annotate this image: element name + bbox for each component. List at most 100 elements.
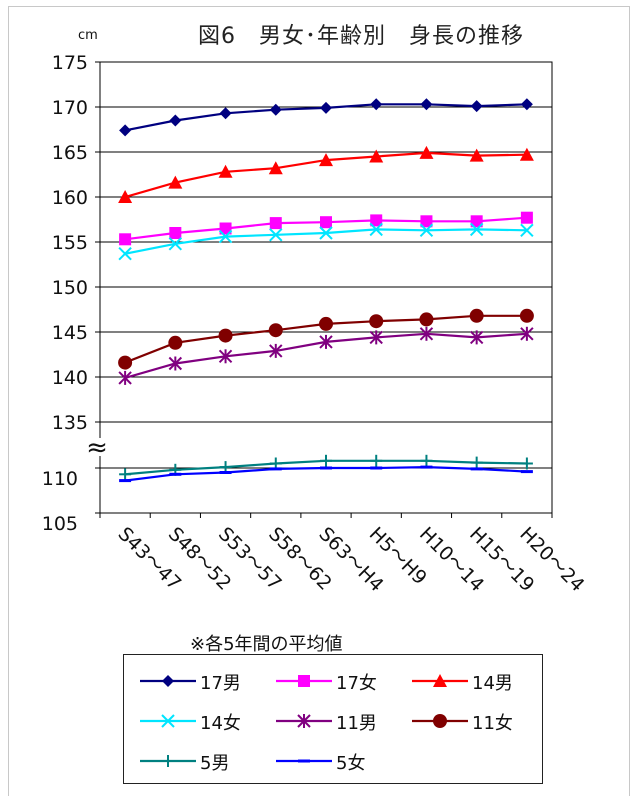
y-tick-label: 170 bbox=[52, 97, 88, 119]
legend-marker bbox=[161, 714, 175, 728]
data-point bbox=[219, 107, 232, 120]
data-point bbox=[218, 164, 233, 178]
data-point bbox=[469, 222, 484, 237]
axis-break-mask bbox=[86, 438, 108, 456]
legend-swatch bbox=[140, 714, 196, 728]
legend-label: 5男 bbox=[200, 753, 230, 774]
data-point bbox=[370, 214, 383, 227]
data-point bbox=[169, 227, 182, 239]
data-point bbox=[419, 223, 434, 238]
data-point bbox=[470, 100, 483, 113]
plot-area: 175170165160155150145140135110105≈S43～47… bbox=[42, 52, 589, 596]
legend-swatch bbox=[412, 674, 468, 687]
legend-marker bbox=[162, 755, 174, 767]
data-point bbox=[520, 457, 533, 470]
series-2 bbox=[119, 211, 533, 246]
data-point bbox=[519, 147, 534, 161]
data-point bbox=[320, 101, 332, 114]
data-point bbox=[219, 222, 232, 235]
data-point bbox=[319, 153, 333, 167]
data-point bbox=[269, 228, 283, 242]
data-point bbox=[369, 330, 383, 345]
data-point bbox=[319, 334, 333, 349]
data-point bbox=[119, 233, 132, 246]
data-point bbox=[470, 215, 483, 228]
legend-marker bbox=[297, 714, 311, 728]
data-point bbox=[420, 215, 433, 228]
series-7 bbox=[119, 454, 533, 481]
data-point bbox=[168, 175, 183, 189]
data-point bbox=[520, 211, 533, 224]
axis-break-symbol: ≈ bbox=[86, 433, 108, 463]
series-1 bbox=[119, 98, 533, 137]
data-point bbox=[268, 323, 283, 338]
data-point bbox=[420, 98, 433, 111]
series-4 bbox=[118, 222, 534, 261]
data-point bbox=[169, 114, 182, 127]
data-point bbox=[168, 335, 183, 350]
y-tick-label: 135 bbox=[52, 412, 88, 434]
data-point bbox=[519, 308, 534, 323]
data-point bbox=[118, 355, 133, 370]
data-point bbox=[419, 326, 434, 341]
series-6 bbox=[118, 308, 534, 370]
data-point bbox=[168, 356, 183, 371]
data-point bbox=[419, 312, 434, 327]
legend-label: 14男 bbox=[472, 673, 513, 694]
data-point bbox=[218, 328, 233, 343]
legend-swatch bbox=[276, 675, 332, 687]
legend-swatch bbox=[140, 755, 196, 767]
data-point bbox=[419, 145, 434, 159]
y-unit-label: cm bbox=[78, 28, 98, 43]
legend: 17男 17女 14男 14女 11男 11女 5男 5女 bbox=[123, 654, 543, 784]
data-point bbox=[520, 223, 534, 238]
data-point bbox=[470, 456, 483, 469]
legend-label: 14女 bbox=[200, 713, 241, 734]
data-point bbox=[268, 161, 283, 175]
data-point bbox=[218, 229, 233, 244]
legend-label: 17女 bbox=[336, 673, 377, 694]
legend-label: 17男 bbox=[200, 673, 241, 694]
y-tick-label: 110 bbox=[42, 468, 78, 490]
data-point bbox=[218, 349, 233, 364]
data-point bbox=[118, 246, 132, 261]
chart-title: 図6 男女･年齢別 身長の推移 bbox=[198, 24, 524, 49]
data-point bbox=[520, 98, 533, 111]
legend-swatch bbox=[412, 714, 468, 728]
y-tick-label: 175 bbox=[52, 52, 88, 74]
data-point bbox=[118, 190, 133, 203]
series-8 bbox=[119, 465, 533, 483]
data-point bbox=[420, 454, 433, 467]
y-tick-label: 105 bbox=[42, 513, 78, 535]
data-point bbox=[168, 237, 183, 251]
data-point bbox=[320, 454, 332, 467]
data-point bbox=[469, 308, 484, 323]
y-tick-label: 145 bbox=[52, 322, 88, 344]
y-tick-label: 140 bbox=[52, 367, 88, 389]
data-point bbox=[119, 468, 132, 481]
y-tick-label: 155 bbox=[52, 232, 88, 254]
series-3 bbox=[118, 145, 534, 203]
y-tick-label: 165 bbox=[52, 142, 88, 164]
data-point bbox=[520, 326, 534, 341]
legend-label: 11女 bbox=[472, 713, 513, 734]
data-point bbox=[319, 316, 333, 331]
data-point bbox=[269, 343, 283, 358]
legend-label: 5女 bbox=[336, 753, 366, 774]
data-point bbox=[269, 103, 282, 116]
data-point bbox=[118, 370, 132, 385]
data-point bbox=[319, 226, 333, 240]
legend-swatch bbox=[140, 675, 196, 687]
data-point bbox=[369, 222, 383, 237]
data-point bbox=[469, 148, 484, 162]
legend-swatch bbox=[276, 759, 332, 763]
data-point bbox=[320, 216, 332, 229]
series-5 bbox=[118, 326, 534, 385]
legend-marker bbox=[162, 675, 174, 687]
chart-note: ※各5年間の平均値 bbox=[190, 634, 343, 655]
data-point bbox=[469, 330, 484, 345]
legend-swatch bbox=[276, 714, 332, 728]
chart-frame bbox=[8, 6, 630, 796]
data-point bbox=[370, 98, 383, 111]
data-point bbox=[370, 454, 383, 467]
